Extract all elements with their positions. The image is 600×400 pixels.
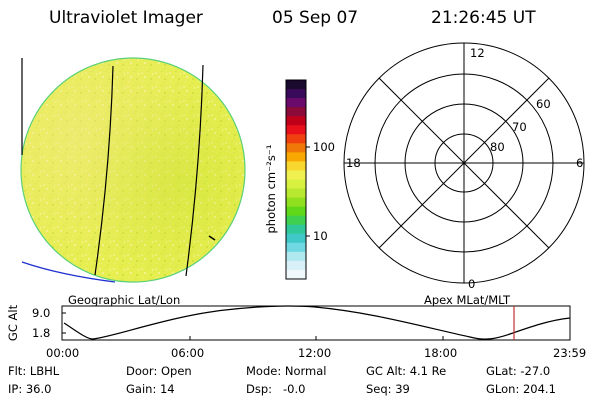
altitude-axis-label: GC Alt: [6, 304, 20, 342]
geographic-caption: Geographic Lat/Lon: [68, 293, 181, 307]
ring-label-70: 70: [512, 120, 527, 134]
colorbar-band: [286, 269, 306, 280]
colorbar-band: [286, 98, 306, 108]
colorbar-band: [286, 143, 306, 153]
colorbar-band: [286, 242, 306, 253]
dsp-info: Dsp: -0.0: [246, 382, 306, 396]
glon-info: GLon: 204.1: [486, 382, 556, 396]
polar-plot: [343, 42, 585, 284]
colorbar-band: [286, 260, 306, 271]
instrument-title: Ultraviolet Imager: [49, 8, 203, 28]
colorbar-band: [286, 161, 306, 172]
hour-label-18: 18: [346, 156, 361, 170]
colorbar-unit-label: photon cm⁻²s⁻¹: [264, 144, 278, 234]
altitude-tick-max: 9.0: [32, 306, 51, 320]
filter-info: Flt: LBHL: [8, 364, 60, 378]
colorbar-band: [286, 224, 306, 235]
colorbar-frame: [285, 79, 307, 280]
colorbar-band: [286, 116, 306, 126]
altitude-curve: [63, 305, 571, 340]
altitude-plot: [61, 305, 571, 341]
hour-label-0: 0: [468, 277, 476, 291]
seq-info: Seq: 39: [366, 382, 410, 396]
coastline: [21, 261, 116, 283]
colorbar-band: [286, 188, 306, 199]
colorbar-band: [286, 134, 306, 144]
colorbar-band: [286, 125, 306, 135]
colorbar-band: [286, 215, 306, 226]
gc-alt-info: GC Alt: 4.1 Re: [366, 364, 447, 378]
ip-info: IP: 36.0: [8, 382, 52, 396]
ring-label-80: 80: [490, 140, 505, 154]
door-info: Door: Open: [126, 364, 192, 378]
colorbar-band: [286, 107, 306, 117]
time-label: 21:26:45 UT: [431, 8, 536, 28]
colorbar-band: [286, 197, 306, 208]
hour-label-6: 6: [576, 156, 584, 170]
colorbar-band: [286, 170, 306, 181]
date-label: 05 Sep 07: [272, 8, 359, 28]
earth-disk-image: [20, 57, 246, 283]
ring-label-60: 60: [536, 97, 551, 111]
time-tick: 06:00: [171, 346, 205, 360]
time-tick: 12:00: [298, 346, 332, 360]
time-tick: 23:59: [553, 346, 587, 360]
colorbar-band: [286, 152, 306, 163]
apex-caption: Apex MLat/MLT: [424, 293, 511, 307]
glat-info: GLat: -27.0: [486, 364, 551, 378]
colorbar-band: [286, 80, 306, 90]
colorbar-tick-label: 10: [313, 229, 328, 243]
colorbar: [286, 80, 306, 280]
mode-info: Mode: Normal: [246, 364, 327, 378]
time-tick: 18:00: [424, 346, 458, 360]
colorbar-band: [286, 233, 306, 244]
colorbar-band: [286, 89, 306, 99]
altitude-tick-min: 1.8: [32, 326, 51, 340]
longitude-line: [185, 64, 204, 277]
hour-label-12: 12: [470, 46, 485, 60]
colorbar-tick-label: 100: [313, 140, 335, 154]
time-tick: 00:00: [46, 346, 80, 360]
gain-info: Gain: 14: [126, 382, 175, 396]
colorbar-band: [286, 251, 306, 262]
coast-fragment: [208, 235, 216, 241]
colorbar-band: [286, 179, 306, 190]
longitude-line: [94, 65, 114, 276]
colorbar-band: [286, 206, 306, 217]
